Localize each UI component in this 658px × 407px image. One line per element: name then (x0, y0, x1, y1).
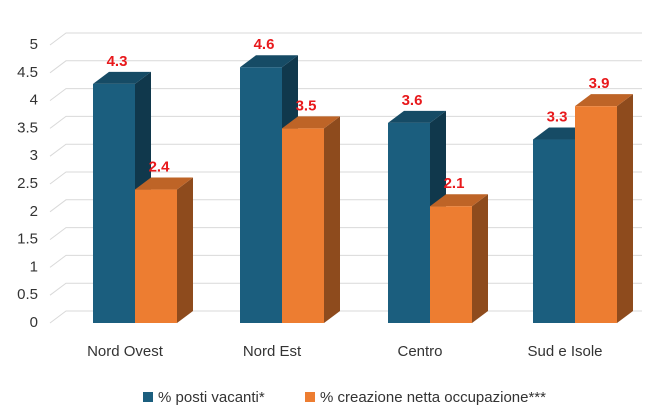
legend-label: % creazione netta occupazione*** (320, 389, 546, 406)
bar-side (617, 94, 633, 323)
bar (388, 122, 430, 323)
bar (93, 83, 135, 323)
bar-top (135, 177, 193, 190)
y-tick-label: 3.5 (17, 119, 38, 136)
grid-line (49, 115, 642, 129)
x-tick-label: Nord Ovest (87, 343, 164, 360)
value-label: 4.3 (107, 53, 128, 70)
bar (430, 206, 472, 323)
bar-top (575, 94, 633, 107)
bar (240, 67, 282, 324)
bar-top (240, 55, 298, 68)
y-tick-label: 1 (30, 258, 38, 275)
x-tick-label: Centro (397, 343, 442, 360)
bar (575, 106, 617, 323)
grid-line (49, 143, 642, 157)
bar (282, 128, 324, 323)
value-label: 3.9 (589, 75, 610, 92)
y-tick-label: 1.5 (17, 231, 38, 248)
value-label: 3.5 (296, 97, 317, 114)
legend-swatch (305, 392, 315, 402)
grid-line (49, 171, 642, 185)
bar-top (93, 71, 151, 84)
grid-line (49, 32, 642, 46)
y-tick-label: 0 (30, 314, 38, 331)
bar-side (177, 177, 193, 323)
bar-top (430, 194, 488, 207)
y-tick-label: 2.5 (17, 175, 38, 192)
value-label: 3.6 (402, 92, 423, 109)
y-tick-label: 3 (30, 147, 38, 164)
value-label: 2.1 (444, 175, 465, 192)
bar-side (472, 194, 488, 323)
y-tick-label: 2 (30, 203, 38, 220)
bar (533, 139, 575, 323)
x-tick-label: Sud e Isole (527, 343, 602, 360)
bar-side (324, 116, 340, 324)
bar-top (282, 116, 340, 129)
bar (135, 189, 177, 323)
y-tick-label: 4 (30, 92, 38, 109)
x-tick-label: Nord Est (243, 343, 302, 360)
value-label: 2.4 (149, 159, 171, 176)
value-label: 4.6 (254, 36, 275, 53)
y-tick-label: 5 (30, 36, 38, 53)
y-tick-label: 4.5 (17, 64, 38, 81)
grid-line (49, 60, 642, 74)
grid-line (49, 88, 642, 101)
y-tick-label: 0.5 (17, 286, 38, 303)
legend-swatch (143, 392, 153, 402)
legend-label: % posti vacanti* (158, 389, 265, 406)
value-label: 3.3 (547, 108, 568, 125)
bar-top (388, 110, 446, 123)
